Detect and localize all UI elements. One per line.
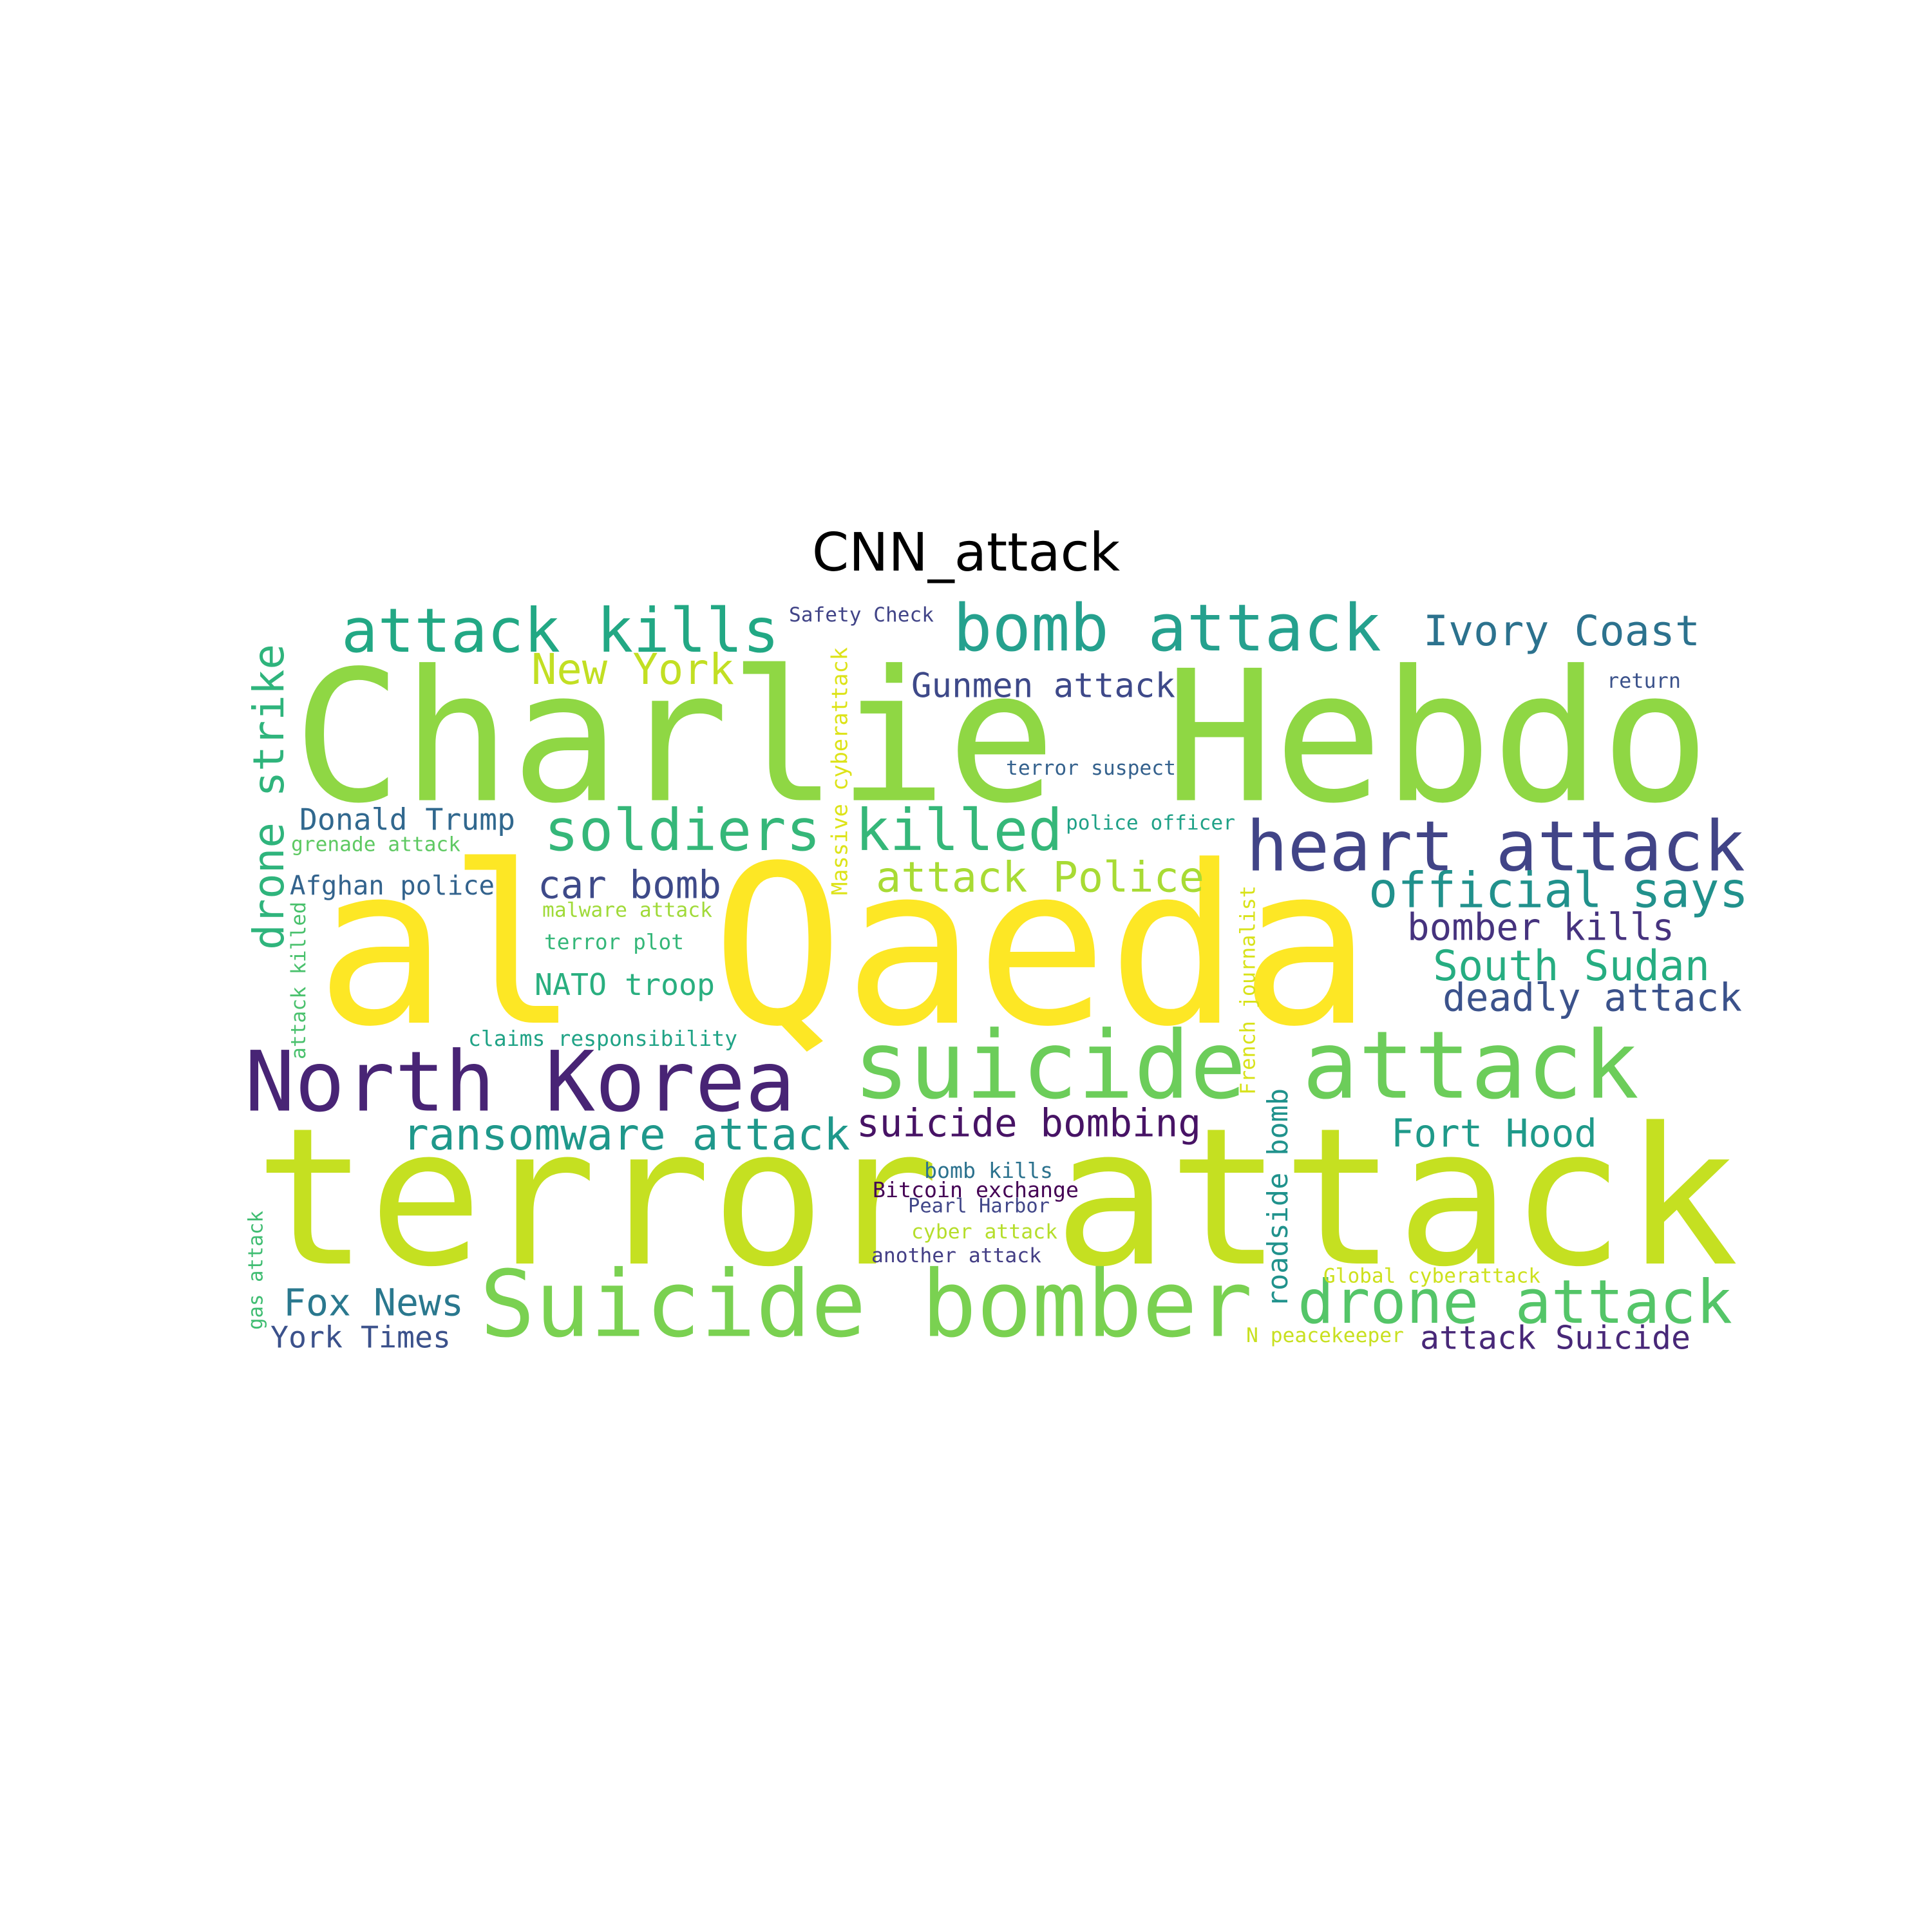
word-heart-attack: heart attack: [1246, 807, 1745, 887]
word-global-cyberattack: Global cyberattack: [1323, 1265, 1540, 1288]
word-suicide-bomber: Suicide bomber: [480, 1251, 1253, 1358]
word-donald-trump: Donald Trump: [299, 802, 515, 837]
word-massive-cyberattack: Massive cyberattack: [828, 647, 853, 895]
word-north-korea: North Korea: [245, 1034, 795, 1131]
word-attack-killed: attack killed: [287, 902, 310, 1059]
word-soldiers-killed: soldiers killed: [544, 797, 1063, 864]
word-bomb-kills: bomb kills: [924, 1158, 1053, 1183]
word-new-york: New York: [531, 645, 734, 694]
word-bitcoin-exchange: Bitcoin exchange: [873, 1177, 1079, 1202]
word-terror-suspect: terror suspect: [1006, 757, 1176, 780]
word-bomber-kills: bomber kills: [1407, 906, 1674, 949]
word-another-attack: another attack: [871, 1244, 1041, 1267]
chart-title: CNN_attack: [811, 522, 1121, 583]
word-suicide-attack: suicide attack: [853, 1012, 1639, 1121]
word-attack-suicide: attack Suicide: [1420, 1320, 1690, 1357]
word-deadly-attack: deadly attack: [1443, 976, 1742, 1021]
word-gunmen-attack: Gunmen attack: [911, 667, 1175, 706]
word-cyber-attack: cyber attack: [911, 1220, 1057, 1244]
word-ransomware-attack: ransomware attack: [402, 1110, 850, 1160]
word-bomb-attack: bomb attack: [953, 590, 1381, 666]
word-pearl-harbor: Pearl Harbor: [908, 1195, 1050, 1218]
word-al-qaeda: al Qaeda: [316, 819, 1372, 1075]
word-afghan-police: Afghan police: [290, 870, 495, 901]
word-police-officer: police officer: [1066, 811, 1235, 835]
word-roadside-bomb: roadside bomb: [1262, 1088, 1294, 1307]
word-terror-plot: terror plot: [544, 929, 684, 954]
word-york-times: York Times: [270, 1321, 451, 1356]
word-terror-attack: terror attack: [254, 1087, 1739, 1309]
word-suicide-bombing: suicide bombing: [857, 1102, 1201, 1146]
word-attack-police: attack Police: [876, 853, 1204, 902]
word-fox-news: Fox News: [283, 1281, 464, 1325]
word-grenade-attack: grenade attack: [291, 833, 460, 857]
word-malware-attack: malware attack: [542, 899, 712, 922]
word-fort-hood: Fort Hood: [1391, 1112, 1597, 1156]
word-car-bomb: car bomb: [538, 864, 721, 908]
word-french-journalist: French journalist: [1236, 886, 1260, 1095]
word-official-says: official says: [1368, 862, 1748, 919]
word-ivory-coast: Ivory Coast: [1423, 607, 1700, 656]
word-gas-attack: gas attack: [245, 1211, 268, 1330]
word-return: return: [1607, 668, 1681, 693]
word-n-peacekeeper: N peacekeeper: [1246, 1324, 1404, 1347]
word-nato-troop: NATO troop: [535, 968, 715, 1003]
word-safety-check: Safety Check: [789, 603, 934, 627]
word-drone-attack: drone attack: [1298, 1267, 1732, 1338]
word-claims-responsibility: claims responsibility: [468, 1026, 737, 1051]
word-attack-kills: attack kills: [341, 596, 779, 667]
word-south-sudan: South Sudan: [1433, 942, 1710, 990]
word-charlie-hebdo: Charlie Hebdo: [293, 632, 1710, 844]
word-drone-strike: drone strike: [244, 644, 294, 950]
